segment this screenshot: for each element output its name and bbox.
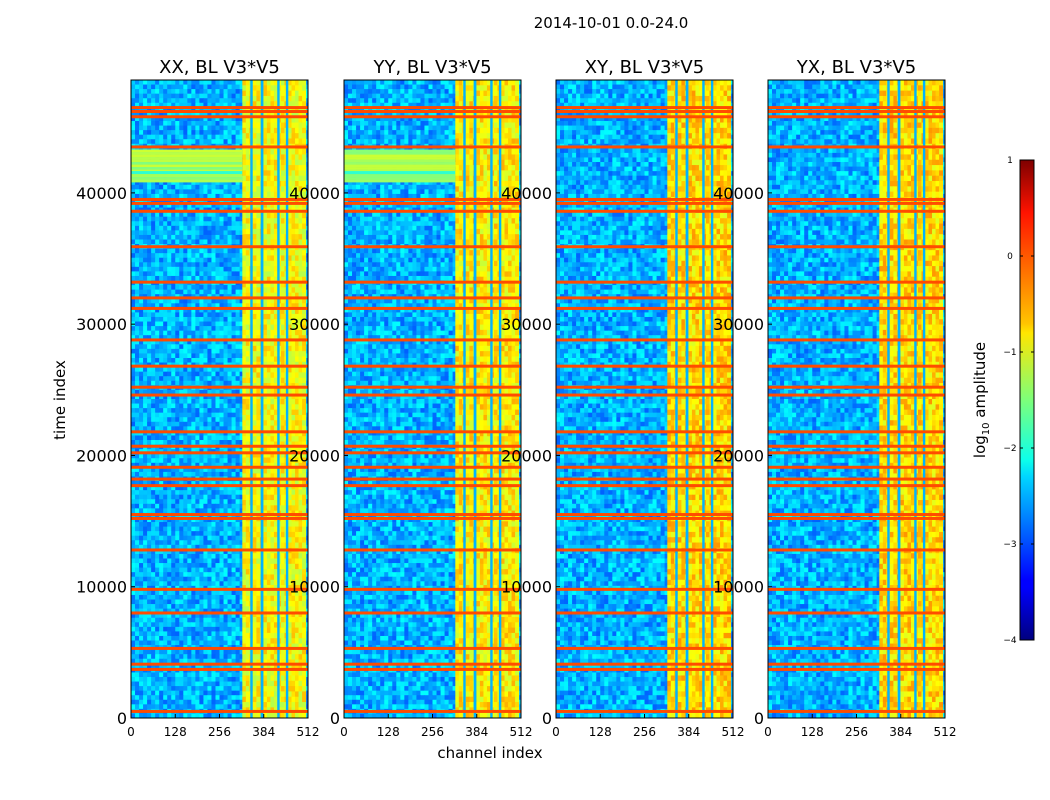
colorbar-tick-label: 0 — [1007, 252, 1013, 262]
colorbar-tick-label: −3 — [1003, 540, 1016, 550]
colorbar-tick-label: −1 — [1003, 348, 1016, 358]
heatmap-image — [344, 80, 521, 718]
panels: XX, BL V3*V5 0 128 256 384 512 0 10000 20000 3000… — [76, 57, 956, 739]
y-tick-label: 30000 — [76, 315, 127, 334]
x-tick-label: 128 — [377, 725, 400, 739]
colorbar-ticks: 1 0 −1 −2 −3 −4 — [1003, 156, 1034, 646]
y-tick-label: 30000 — [713, 315, 764, 334]
colorbar: 10−1−2−3−4 log10 amplitude — [971, 156, 1035, 646]
y-tick-label: 10000 — [76, 578, 127, 597]
x-tick-label: 128 — [801, 725, 824, 739]
x-tick-label: 128 — [589, 725, 612, 739]
colorbar-tick-label: 1 — [1007, 156, 1013, 166]
x-tick-label: 0 — [552, 725, 560, 739]
y-tick-label: 10000 — [713, 578, 764, 597]
y-tick-label: 20000 — [76, 446, 127, 465]
x-tick-label: 384 — [252, 725, 275, 739]
y-tick-label: 0 — [117, 709, 127, 728]
x-tick-label: 0 — [764, 725, 772, 739]
x-tick-label: 256 — [845, 725, 868, 739]
x-tick-label: 512 — [510, 725, 533, 739]
x-tick-label: 128 — [164, 725, 187, 739]
panel-3: YX, BL V3*V5 0 128 256 384 512 0 10000 20000 3000… — [713, 57, 956, 739]
colorbar-label: log10 amplitude — [971, 342, 992, 458]
panel-title: YX, BL V3*V5 — [796, 57, 916, 78]
y-tick-label: 30000 — [289, 315, 340, 334]
x-axis-label: channel index — [437, 744, 542, 762]
x-tick-label: 384 — [889, 725, 912, 739]
heatmap-image — [556, 80, 733, 718]
y-tick-label: 20000 — [501, 446, 552, 465]
colorbar-label-prefix: log — [971, 435, 989, 458]
colorbar-tick-label: −4 — [1003, 636, 1017, 646]
colorbar-gradient — [1019, 159, 1035, 641]
x-tick-label: 384 — [677, 725, 700, 739]
colorbar-label-sub: 10 — [981, 422, 992, 435]
y-tick-label: 0 — [542, 709, 552, 728]
y-tick-label: 40000 — [713, 184, 764, 203]
x-tick-label: 0 — [127, 725, 135, 739]
x-tick-label: 384 — [465, 725, 488, 739]
panel-title: XY, BL V3*V5 — [585, 57, 704, 78]
y-tick-label: 10000 — [501, 578, 552, 597]
colorbar-tick-label: −2 — [1003, 444, 1016, 454]
heatmap-image — [131, 80, 308, 718]
y-tick-label: 0 — [754, 709, 764, 728]
y-tick-label: 10000 — [289, 578, 340, 597]
x-tick-label: 512 — [722, 725, 745, 739]
figure-title: 2014-10-01 0.0-24.0 — [534, 14, 689, 32]
y-tick-label: 40000 — [501, 184, 552, 203]
x-tick-label: 256 — [421, 725, 444, 739]
panel-2: XY, BL V3*V5 0 128 256 384 512 0 10000 20000 3000… — [501, 57, 744, 739]
y-tick-label: 0 — [330, 709, 340, 728]
y-tick-label: 20000 — [289, 446, 340, 465]
y-axis-label: time index — [51, 360, 69, 440]
panel-title: YY, BL V3*V5 — [372, 57, 491, 78]
colorbar-label-suffix: amplitude — [971, 342, 989, 423]
y-tick-label: 20000 — [713, 446, 764, 465]
y-tick-label: 40000 — [289, 184, 340, 203]
x-tick-label: 0 — [340, 725, 348, 739]
x-tick-label: 512 — [934, 725, 957, 739]
y-tick-label: 30000 — [501, 315, 552, 334]
x-tick-label: 512 — [297, 725, 320, 739]
panel-1: YY, BL V3*V5 0 128 256 384 512 0 10000 20000 3000… — [289, 57, 532, 739]
x-tick-label: 256 — [633, 725, 656, 739]
heatmap-image — [768, 80, 945, 718]
panel-title: XX, BL V3*V5 — [159, 57, 280, 78]
y-tick-label: 40000 — [76, 184, 127, 203]
panel-0: XX, BL V3*V5 0 128 256 384 512 0 10000 20000 3000… — [76, 57, 319, 739]
x-tick-label: 256 — [208, 725, 231, 739]
